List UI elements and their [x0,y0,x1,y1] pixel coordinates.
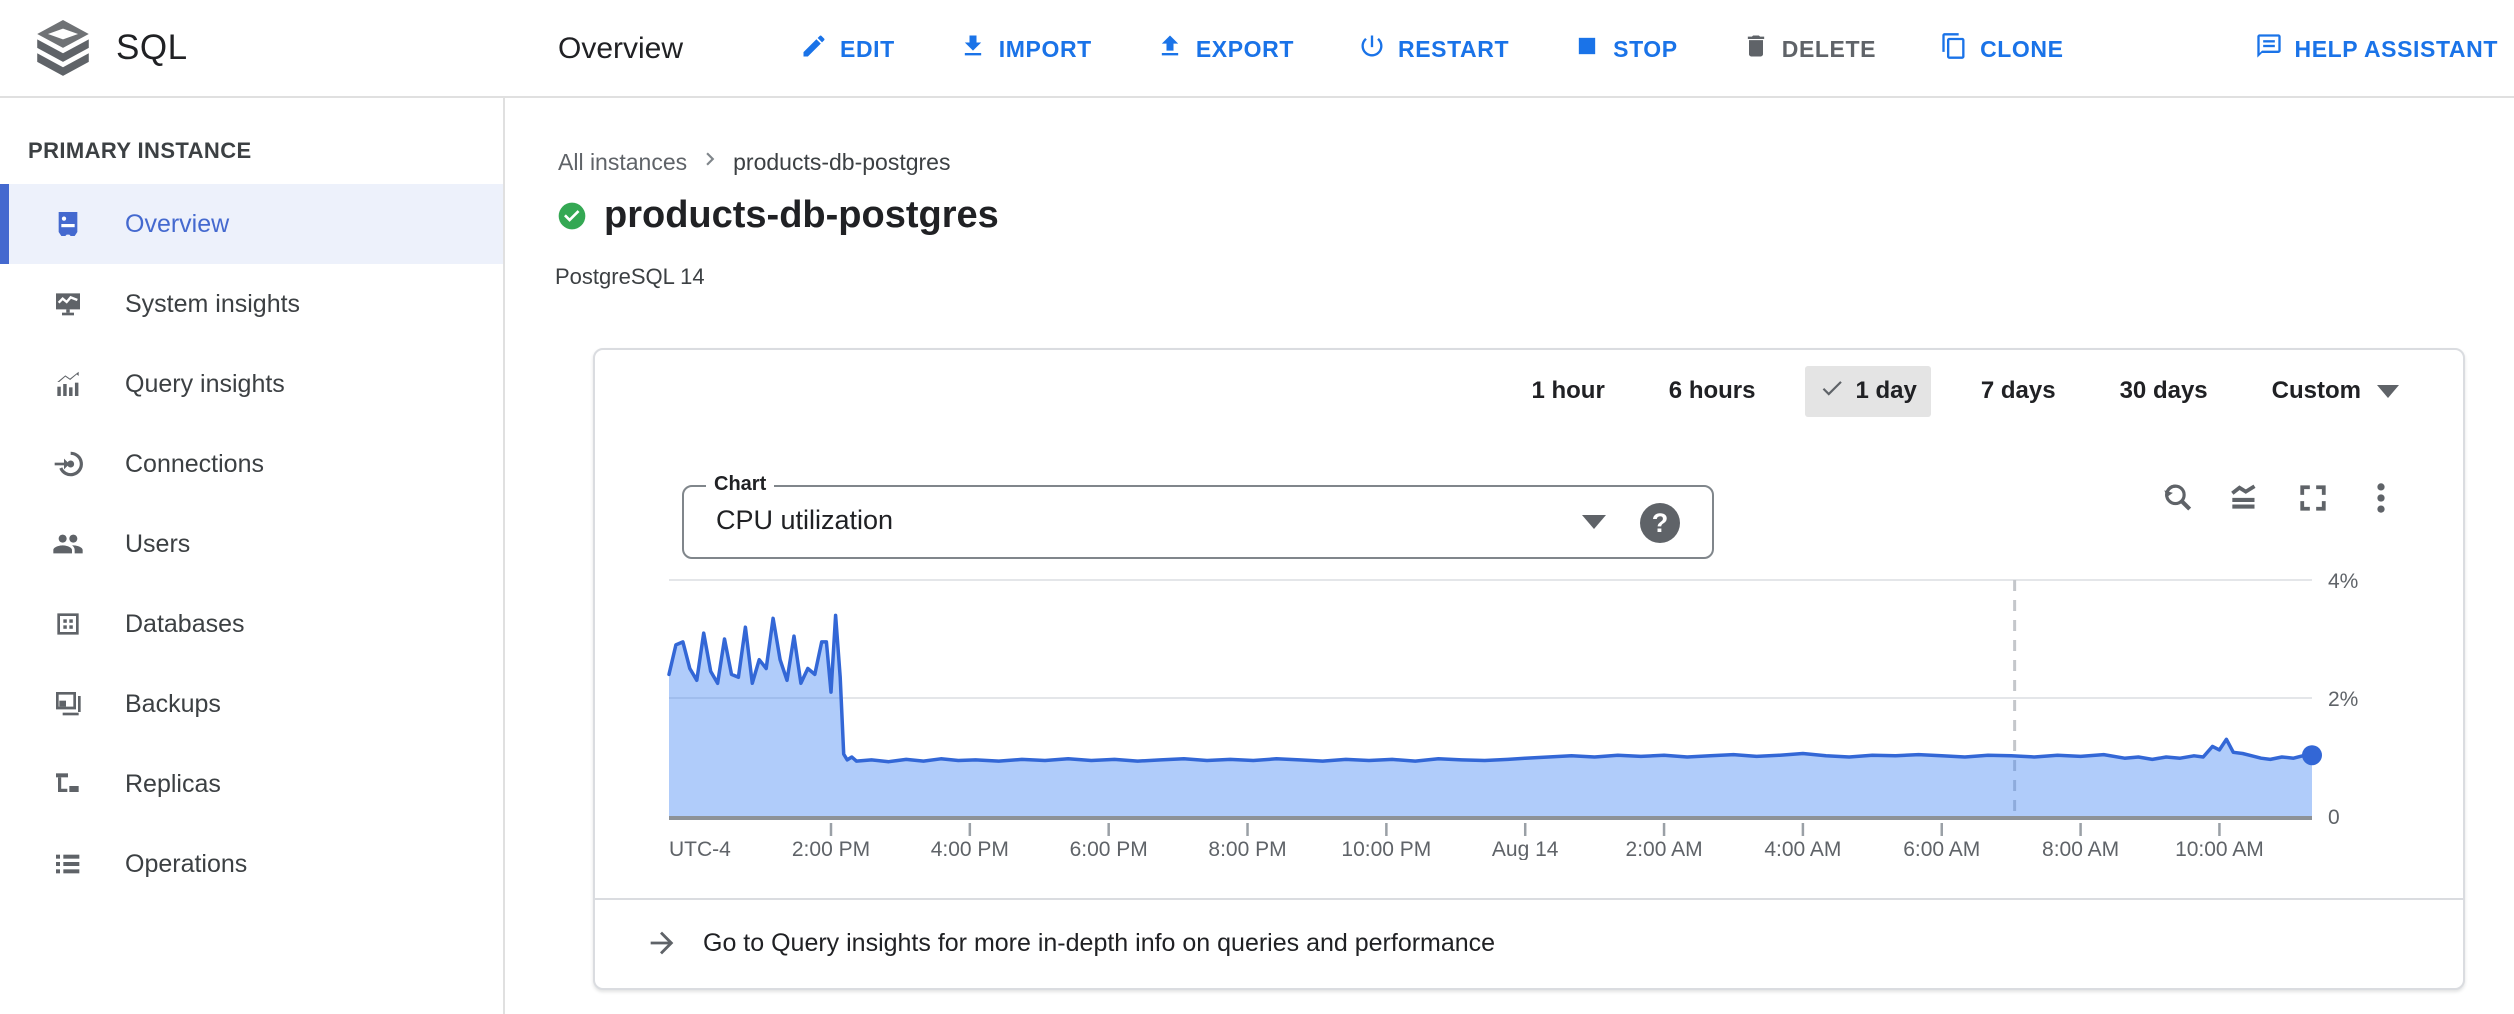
svg-text:UTC-4: UTC-4 [669,838,731,860]
sidebar-nav: Overview System insights Query insights … [0,184,503,904]
svg-text:0: 0 [2328,806,2340,829]
instance-title-row: products-db-postgres [556,194,999,237]
sidebar: PRIMARY INSTANCE Overview System insight… [0,98,505,1014]
databases-icon [50,606,86,642]
export-icon [1156,32,1184,66]
sidebar-item-connections[interactable]: Connections [0,424,503,504]
sidebar-item-databases[interactable]: Databases [0,584,503,664]
svg-text:10:00 AM: 10:00 AM [2175,838,2264,860]
svg-text:4:00 PM: 4:00 PM [931,838,1009,860]
range-1-day[interactable]: 1 day [1805,365,1931,417]
svg-text:8:00 AM: 8:00 AM [2042,838,2119,860]
chevron-right-icon [697,146,723,178]
metrics-card: 1 hour 6 hours 1 day 7 days 30 days Cust… [593,348,2465,990]
range-custom[interactable]: Custom [2258,368,2413,414]
range-7-days[interactable]: 7 days [1980,377,2056,404]
delete-button[interactable]: DELETE [1742,32,1876,66]
cpu-chart-svg[interactable]: 2:00 PM 4:00 PM 6:00 PM 8:00 PM 10:00 PM Aug … [667,560,2391,861]
export-button[interactable]: EXPORT [1156,32,1294,66]
edit-button[interactable]: EDIT [800,32,895,66]
clone-icon [1940,32,1968,66]
svg-text:2:00 AM: 2:00 AM [1626,838,1703,860]
users-icon [50,526,86,562]
edit-icon [800,32,828,66]
sidebar-section-title: PRIMARY INSTANCE [28,138,252,163]
instance-action-toolbar: EDIT IMPORT EXPORT RESTART STOP DELETE C… [800,0,2498,98]
time-range-selector: 1 hour 6 hours 1 day 7 days 30 days Cust… [1517,365,2413,417]
sidebar-item-system-insights[interactable]: System insights [0,264,503,344]
select-caret-icon [1582,515,1606,529]
replicas-icon [50,766,86,802]
svg-text:8:00 PM: 8:00 PM [1208,838,1286,860]
system-insights-icon [50,286,86,322]
svg-text:Aug 14: Aug 14 [1492,838,1559,860]
sidebar-item-operations[interactable]: Operations [0,824,503,904]
stop-button[interactable]: STOP [1573,32,1678,66]
page-title: Overview [558,32,684,65]
sidebar-item-overview[interactable]: Overview [0,184,503,264]
dropdown-caret-icon [2377,384,2399,398]
fullscreen-icon[interactable] [2293,478,2333,518]
query-insights-link[interactable]: Go to Query insights for more in-depth i… [595,898,2463,988]
sidebar-item-backups[interactable]: Backups [0,664,503,744]
svg-text:10:00 PM: 10:00 PM [1341,838,1431,860]
import-button[interactable]: IMPORT [959,32,1092,66]
instance-name: products-db-postgres [604,194,999,236]
clone-button[interactable]: CLONE [1940,32,2064,66]
svg-text:4%: 4% [2328,570,2358,593]
sidebar-item-users[interactable]: Users [0,504,503,584]
connections-icon [50,446,86,482]
status-ok-icon [556,200,588,232]
breadcrumb-current: products-db-postgres [733,148,951,175]
engine-version: PostgreSQL 14 [555,264,705,289]
arrow-forward-icon [645,926,679,965]
help-assistant-icon [2255,32,2283,66]
sidebar-item-replicas[interactable]: Replicas [0,744,503,824]
svg-text:2:00 PM: 2:00 PM [792,838,870,860]
check-icon [1819,375,1845,408]
range-6-hours[interactable]: 6 hours [1668,377,1756,404]
query-insights-link-text: Go to Query insights for more in-depth i… [703,929,1496,957]
range-1-hour[interactable]: 1 hour [1531,377,1605,404]
main-content: All instances products-db-postgres produ… [507,98,2514,1014]
chart-select-value: CPU utilization [716,505,894,535]
restart-icon [1358,32,1386,66]
stop-icon [1573,32,1601,66]
sidebar-item-query-insights[interactable]: Query insights [0,344,503,424]
product-logo: SQL [0,0,505,98]
help-icon[interactable]: ? [1640,503,1680,543]
chart-select-label: Chart [706,473,775,496]
import-icon [959,32,987,66]
app-header: SQL Overview EDIT IMPORT EXPORT RESTART … [0,0,2514,98]
range-30-days[interactable]: 30 days [2119,377,2208,404]
kebab-menu-icon[interactable] [2361,478,2401,518]
chart-metric-select[interactable]: Chart CPU utilization ? [682,473,1714,559]
zoom-reset-icon[interactable] [2157,478,2197,518]
sql-logo-icon [36,20,90,83]
help-assistant-button[interactable]: HELP ASSISTANT [2255,32,2499,66]
restart-button[interactable]: RESTART [1358,32,1509,66]
cpu-utilization-chart[interactable]: 2:00 PM 4:00 PM 6:00 PM 8:00 PM 10:00 PM Aug … [667,560,2391,861]
query-insights-icon [50,366,86,402]
breadcrumb: All instances products-db-postgres [558,146,950,178]
delete-icon [1742,32,1770,66]
breadcrumb-all-instances[interactable]: All instances [558,148,688,175]
operations-icon [50,846,86,882]
chart-toolbar [2157,478,2401,518]
area-mode-icon[interactable] [2225,478,2265,518]
overview-icon [50,206,86,242]
svg-text:2%: 2% [2328,688,2358,711]
svg-text:6:00 PM: 6:00 PM [1070,838,1148,860]
svg-text:4:00 AM: 4:00 AM [1764,838,1841,860]
svg-text:6:00 AM: 6:00 AM [1903,838,1980,860]
product-name: SQL [116,28,188,67]
backups-icon [50,686,86,722]
